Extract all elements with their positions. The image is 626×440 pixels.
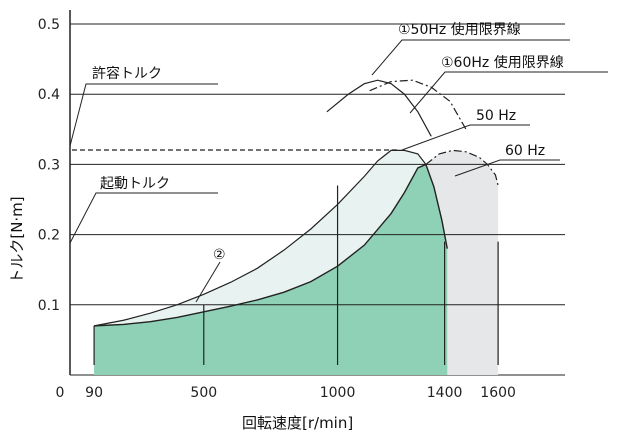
marker-2-leader bbox=[195, 261, 221, 303]
starting-torque-leader bbox=[69, 192, 218, 244]
x-tick-label: 500 bbox=[190, 385, 217, 401]
50hz-leader bbox=[401, 124, 530, 151]
marker-2-label: ② bbox=[213, 247, 226, 263]
x-tick-label: 1400 bbox=[427, 385, 463, 401]
curve-50hz bbox=[94, 163, 448, 327]
x-axis-title: 回転速度[r/min] bbox=[242, 414, 353, 432]
x-tick-label: 0 bbox=[56, 385, 65, 401]
grid-layer bbox=[70, 23, 565, 365]
permissible-torque-leader bbox=[69, 83, 218, 147]
y-tick-label: 0.2 bbox=[38, 228, 60, 244]
limit-curve-1 bbox=[369, 79, 467, 130]
permissible-torque-label: 許容トルク bbox=[92, 65, 162, 82]
y-tick-label: 0.5 bbox=[38, 17, 60, 33]
curve-60hz bbox=[425, 149, 499, 186]
y-tick-label: 0.3 bbox=[38, 157, 60, 173]
limit-60hz-label: ①60Hz 使用限界線 bbox=[441, 54, 564, 71]
y-tick-label: 0.4 bbox=[38, 87, 60, 103]
y-tick-label: 0.1 bbox=[38, 298, 60, 314]
area-0 bbox=[94, 164, 448, 375]
y-axis-title: トルク[N·m] bbox=[8, 196, 26, 283]
tick-layer: 0.1 0.2 0.3 0.4 0.5 0 90 500 1000 1400 1600 bbox=[38, 17, 516, 401]
starting-torque-label: 起動トルク bbox=[100, 176, 170, 192]
curve-layer bbox=[93, 79, 499, 327]
area-layer bbox=[94, 150, 499, 375]
limit-curve-0 bbox=[326, 79, 432, 137]
50hz-label: 50 Hz bbox=[476, 108, 516, 124]
limit-60hz-leader bbox=[409, 71, 608, 114]
60hz-leader bbox=[454, 159, 560, 177]
limit-50hz-label: ①50Hz 使用限界線 bbox=[398, 21, 521, 38]
curve-limit bbox=[93, 149, 427, 327]
60hz-label: 60 Hz bbox=[505, 143, 545, 159]
x-tick-label: 1600 bbox=[480, 385, 516, 401]
limit-50hz-leader bbox=[371, 39, 570, 76]
x-tick-label: 90 bbox=[85, 385, 103, 401]
x-tick-label: 1000 bbox=[320, 385, 356, 401]
